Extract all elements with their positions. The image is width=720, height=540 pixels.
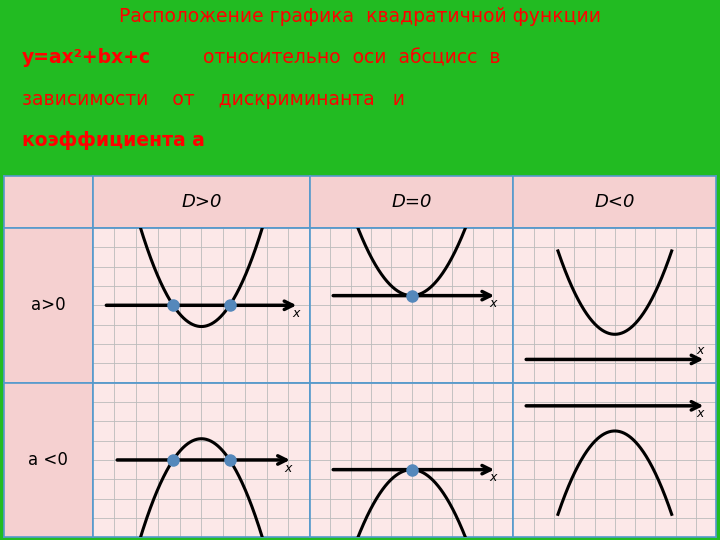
Text: x: x <box>696 408 703 421</box>
Text: x: x <box>696 343 703 356</box>
Text: y=ax²+bx+c: y=ax²+bx+c <box>22 49 150 68</box>
Text: Расположение графика  квадратичной функции: Расположение графика квадратичной функци… <box>119 7 601 26</box>
Text: x: x <box>293 307 300 320</box>
Text: x: x <box>284 462 292 475</box>
Text: a>0: a>0 <box>31 296 66 314</box>
Text: a <0: a <0 <box>28 451 68 469</box>
Text: x: x <box>489 471 496 484</box>
Text: D<0: D<0 <box>595 193 635 211</box>
Text: коэффициента a: коэффициента a <box>22 131 204 150</box>
Text: зависимости    от    дискриминанта   и: зависимости от дискриминанта и <box>22 90 405 109</box>
Text: D=0: D=0 <box>392 193 432 211</box>
Text: относительно  оси  абсцисс  в: относительно оси абсцисс в <box>191 49 500 68</box>
Text: x: x <box>489 297 496 310</box>
Text: D>0: D>0 <box>181 193 222 211</box>
